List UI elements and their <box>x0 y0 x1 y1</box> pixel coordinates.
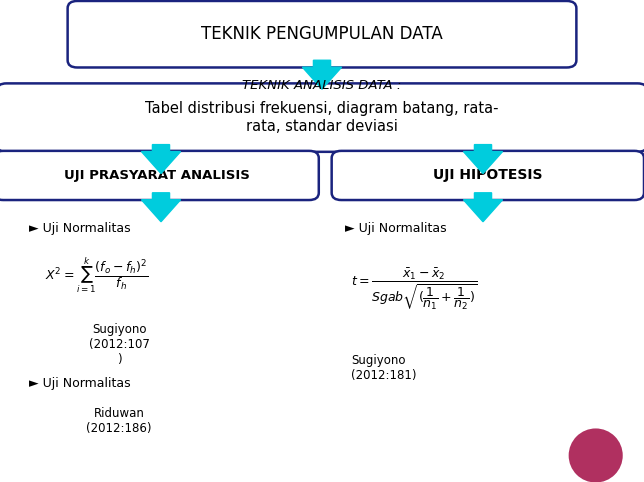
FancyBboxPatch shape <box>332 151 644 200</box>
Text: $t = \dfrac{\bar{x}_1 - \bar{x}_2}{Sgab\sqrt{(\dfrac{1}{n_1}+\dfrac{1}{n_2})}}$: $t = \dfrac{\bar{x}_1 - \bar{x}_2}{Sgab\… <box>351 267 477 312</box>
Polygon shape <box>142 193 180 222</box>
Polygon shape <box>303 60 341 89</box>
Text: ► Uji Normalitas: ► Uji Normalitas <box>29 377 131 389</box>
Text: UJI HIPOTESIS: UJI HIPOTESIS <box>433 168 542 183</box>
Text: $X^2 = \sum_{i=1}^{k} \dfrac{(f_o - f_h)^2}{f_h}$: $X^2 = \sum_{i=1}^{k} \dfrac{(f_o - f_h)… <box>45 255 149 295</box>
Text: ► Uji Normalitas: ► Uji Normalitas <box>29 223 131 235</box>
FancyBboxPatch shape <box>68 1 576 67</box>
Text: Tabel distribusi frekuensi, diagram batang, rata-
rata, standar deviasi: Tabel distribusi frekuensi, diagram bata… <box>146 101 498 134</box>
Text: Sugiyono
(2012:107
): Sugiyono (2012:107 ) <box>89 323 149 366</box>
Text: TEKNIK PENGUMPULAN DATA: TEKNIK PENGUMPULAN DATA <box>201 25 443 43</box>
Ellipse shape <box>569 428 623 482</box>
FancyBboxPatch shape <box>0 83 644 152</box>
Polygon shape <box>142 145 180 174</box>
Polygon shape <box>464 145 502 174</box>
Text: UJI PRASYARAT ANALISIS: UJI PRASYARAT ANALISIS <box>64 169 249 182</box>
Text: Sugiyono
(2012:181): Sugiyono (2012:181) <box>351 354 417 382</box>
FancyBboxPatch shape <box>0 151 319 200</box>
Text: ► Uji Normalitas: ► Uji Normalitas <box>345 223 446 235</box>
Polygon shape <box>464 193 502 222</box>
Text: TEKNIK ANALISIS DATA :: TEKNIK ANALISIS DATA : <box>242 79 402 92</box>
Text: Riduwan
(2012:186): Riduwan (2012:186) <box>86 407 152 435</box>
